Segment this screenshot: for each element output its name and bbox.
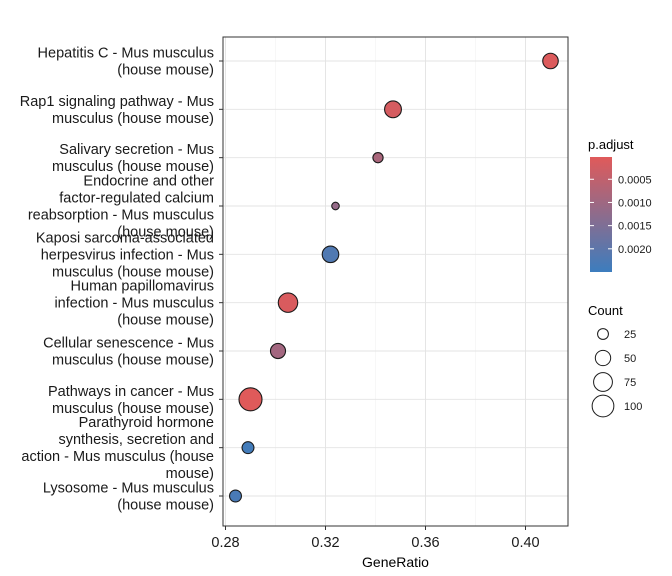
size-legend-label: 75 <box>624 377 636 389</box>
y-tick-label: (house mouse) <box>117 498 214 514</box>
data-point <box>228 489 243 503</box>
x-tick-label: 0.28 <box>211 535 239 551</box>
y-tick-label: Cellular senescence - Mus <box>43 336 214 352</box>
plot-panel-border <box>222 36 569 527</box>
y-tick-label: musculus (house mouse) <box>52 401 214 417</box>
y-tick-label: factor-regulated calcium <box>59 191 214 207</box>
y-tick-labels: Hepatitis C - Mus musculus(house mouse)R… <box>20 46 223 514</box>
y-tick-label: Kaposi sarcoma-associated <box>36 230 214 246</box>
data-point <box>331 201 340 211</box>
color-legend: p.adjust 0.0005 0.0010 0.0015 0.0020 <box>588 137 652 272</box>
data-point <box>238 387 263 412</box>
x-axis-title: GeneRatio <box>362 554 429 570</box>
size-legend-label: 25 <box>624 329 636 341</box>
y-tick-label: Human papillomavirus <box>71 279 214 295</box>
y-tick-label: infection - Mus musculus <box>54 296 214 312</box>
size-legend-key <box>594 349 612 367</box>
y-tick-label: action - Mus musculus (house <box>21 449 214 465</box>
x-tick-label: 0.32 <box>311 535 339 551</box>
data-point <box>241 441 255 455</box>
y-tick-label: musculus (house mouse) <box>52 111 214 127</box>
color-legend-label: 0.0005 <box>618 174 652 186</box>
y-tick-label: (house mouse) <box>117 63 214 79</box>
y-tick-label: Parathyroid hormone <box>79 415 214 431</box>
x-tick-label: 0.36 <box>411 535 439 551</box>
grid-lines <box>223 37 568 526</box>
size-legend-label: 50 <box>624 353 636 365</box>
size-legend-key <box>591 394 615 418</box>
color-bar <box>590 157 612 272</box>
points-layer <box>228 52 559 503</box>
size-legend-label: 100 <box>624 401 642 413</box>
y-tick-label: Hepatitis C - Mus musculus <box>38 46 214 62</box>
data-point <box>542 52 559 70</box>
color-legend-label: 0.0010 <box>618 197 652 209</box>
y-tick-label: (house mouse) <box>117 225 214 241</box>
data-point <box>384 100 402 119</box>
color-legend-title: p.adjust <box>588 137 634 152</box>
y-tick-label: (house mouse) <box>117 313 214 329</box>
y-tick-label: musculus (house mouse) <box>52 353 214 369</box>
y-tick-label: synthesis, secretion and <box>58 432 214 448</box>
y-tick-label: Pathways in cancer - Mus <box>48 384 214 400</box>
size-legend-title: Count <box>588 303 623 318</box>
y-tick-label: mouse) <box>166 466 214 482</box>
y-tick-label: Lysosome - Mus musculus <box>43 481 214 497</box>
data-point <box>277 292 299 313</box>
y-tick-label: Endocrine and other <box>83 174 214 190</box>
y-tick-label: musculus (house mouse) <box>52 264 214 280</box>
y-tick-label: herpesvirus infection - Mus <box>41 247 214 263</box>
size-legend-key <box>597 328 609 340</box>
size-legend-key <box>593 372 613 392</box>
x-tick-label: 0.40 <box>511 535 539 551</box>
y-tick-label: musculus (house mouse) <box>52 159 214 175</box>
color-legend-label: 0.0020 <box>618 244 652 256</box>
color-legend-label: 0.0015 <box>618 221 652 233</box>
y-tick-label: Rap1 signaling pathway - Mus <box>20 94 214 110</box>
y-tick-label: Salivary secretion - Mus <box>59 142 214 158</box>
data-point <box>372 152 384 164</box>
data-point <box>269 342 287 360</box>
data-point <box>321 245 340 264</box>
y-tick-label: reabsorption - Mus musculus <box>28 208 214 224</box>
x-tick-labels: 0.28 0.32 0.36 0.40 <box>211 526 540 551</box>
